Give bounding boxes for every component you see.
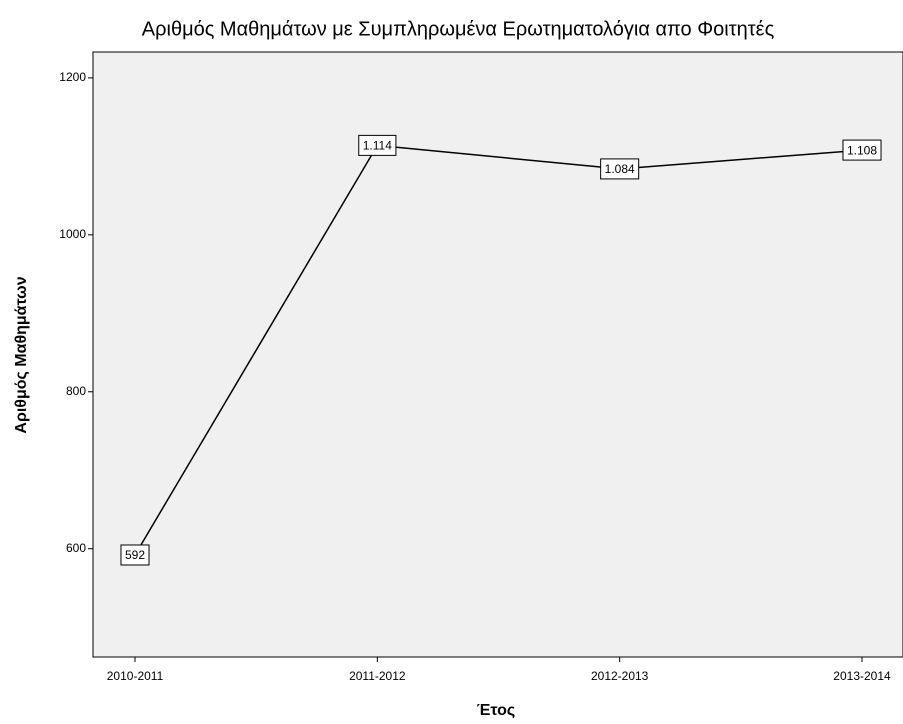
x-tick-label: 2010-2011 [107, 669, 164, 683]
value-label: 1.114 [363, 139, 392, 153]
x-tick-label: 2011-2012 [349, 669, 406, 683]
value-label: 592 [125, 548, 145, 562]
y-tick-label: 800 [66, 384, 86, 398]
line [134, 144, 863, 556]
value-label-box [120, 544, 150, 566]
value-label-box [600, 158, 640, 180]
plot-area [92, 51, 903, 658]
y-tick-label: 1200 [59, 70, 86, 84]
y-axis-title: Αριθμός Μαθημάτων [13, 276, 30, 433]
value-label: 1.084 [605, 162, 635, 176]
chart-title: Αριθμός Μαθημάτων με Συμπληρωμένα Ερωτημ… [142, 18, 775, 40]
x-axis-title: Έτος [477, 702, 515, 719]
value-label-box [842, 139, 882, 161]
y-tick-label: 600 [66, 541, 86, 555]
value-label: 1.108 [847, 143, 877, 157]
x-tick-label: 2013-2014 [833, 669, 891, 683]
x-tick-label: 2012-2013 [591, 669, 649, 683]
value-label-box [358, 134, 397, 156]
y-tick-label: 1000 [59, 227, 86, 241]
